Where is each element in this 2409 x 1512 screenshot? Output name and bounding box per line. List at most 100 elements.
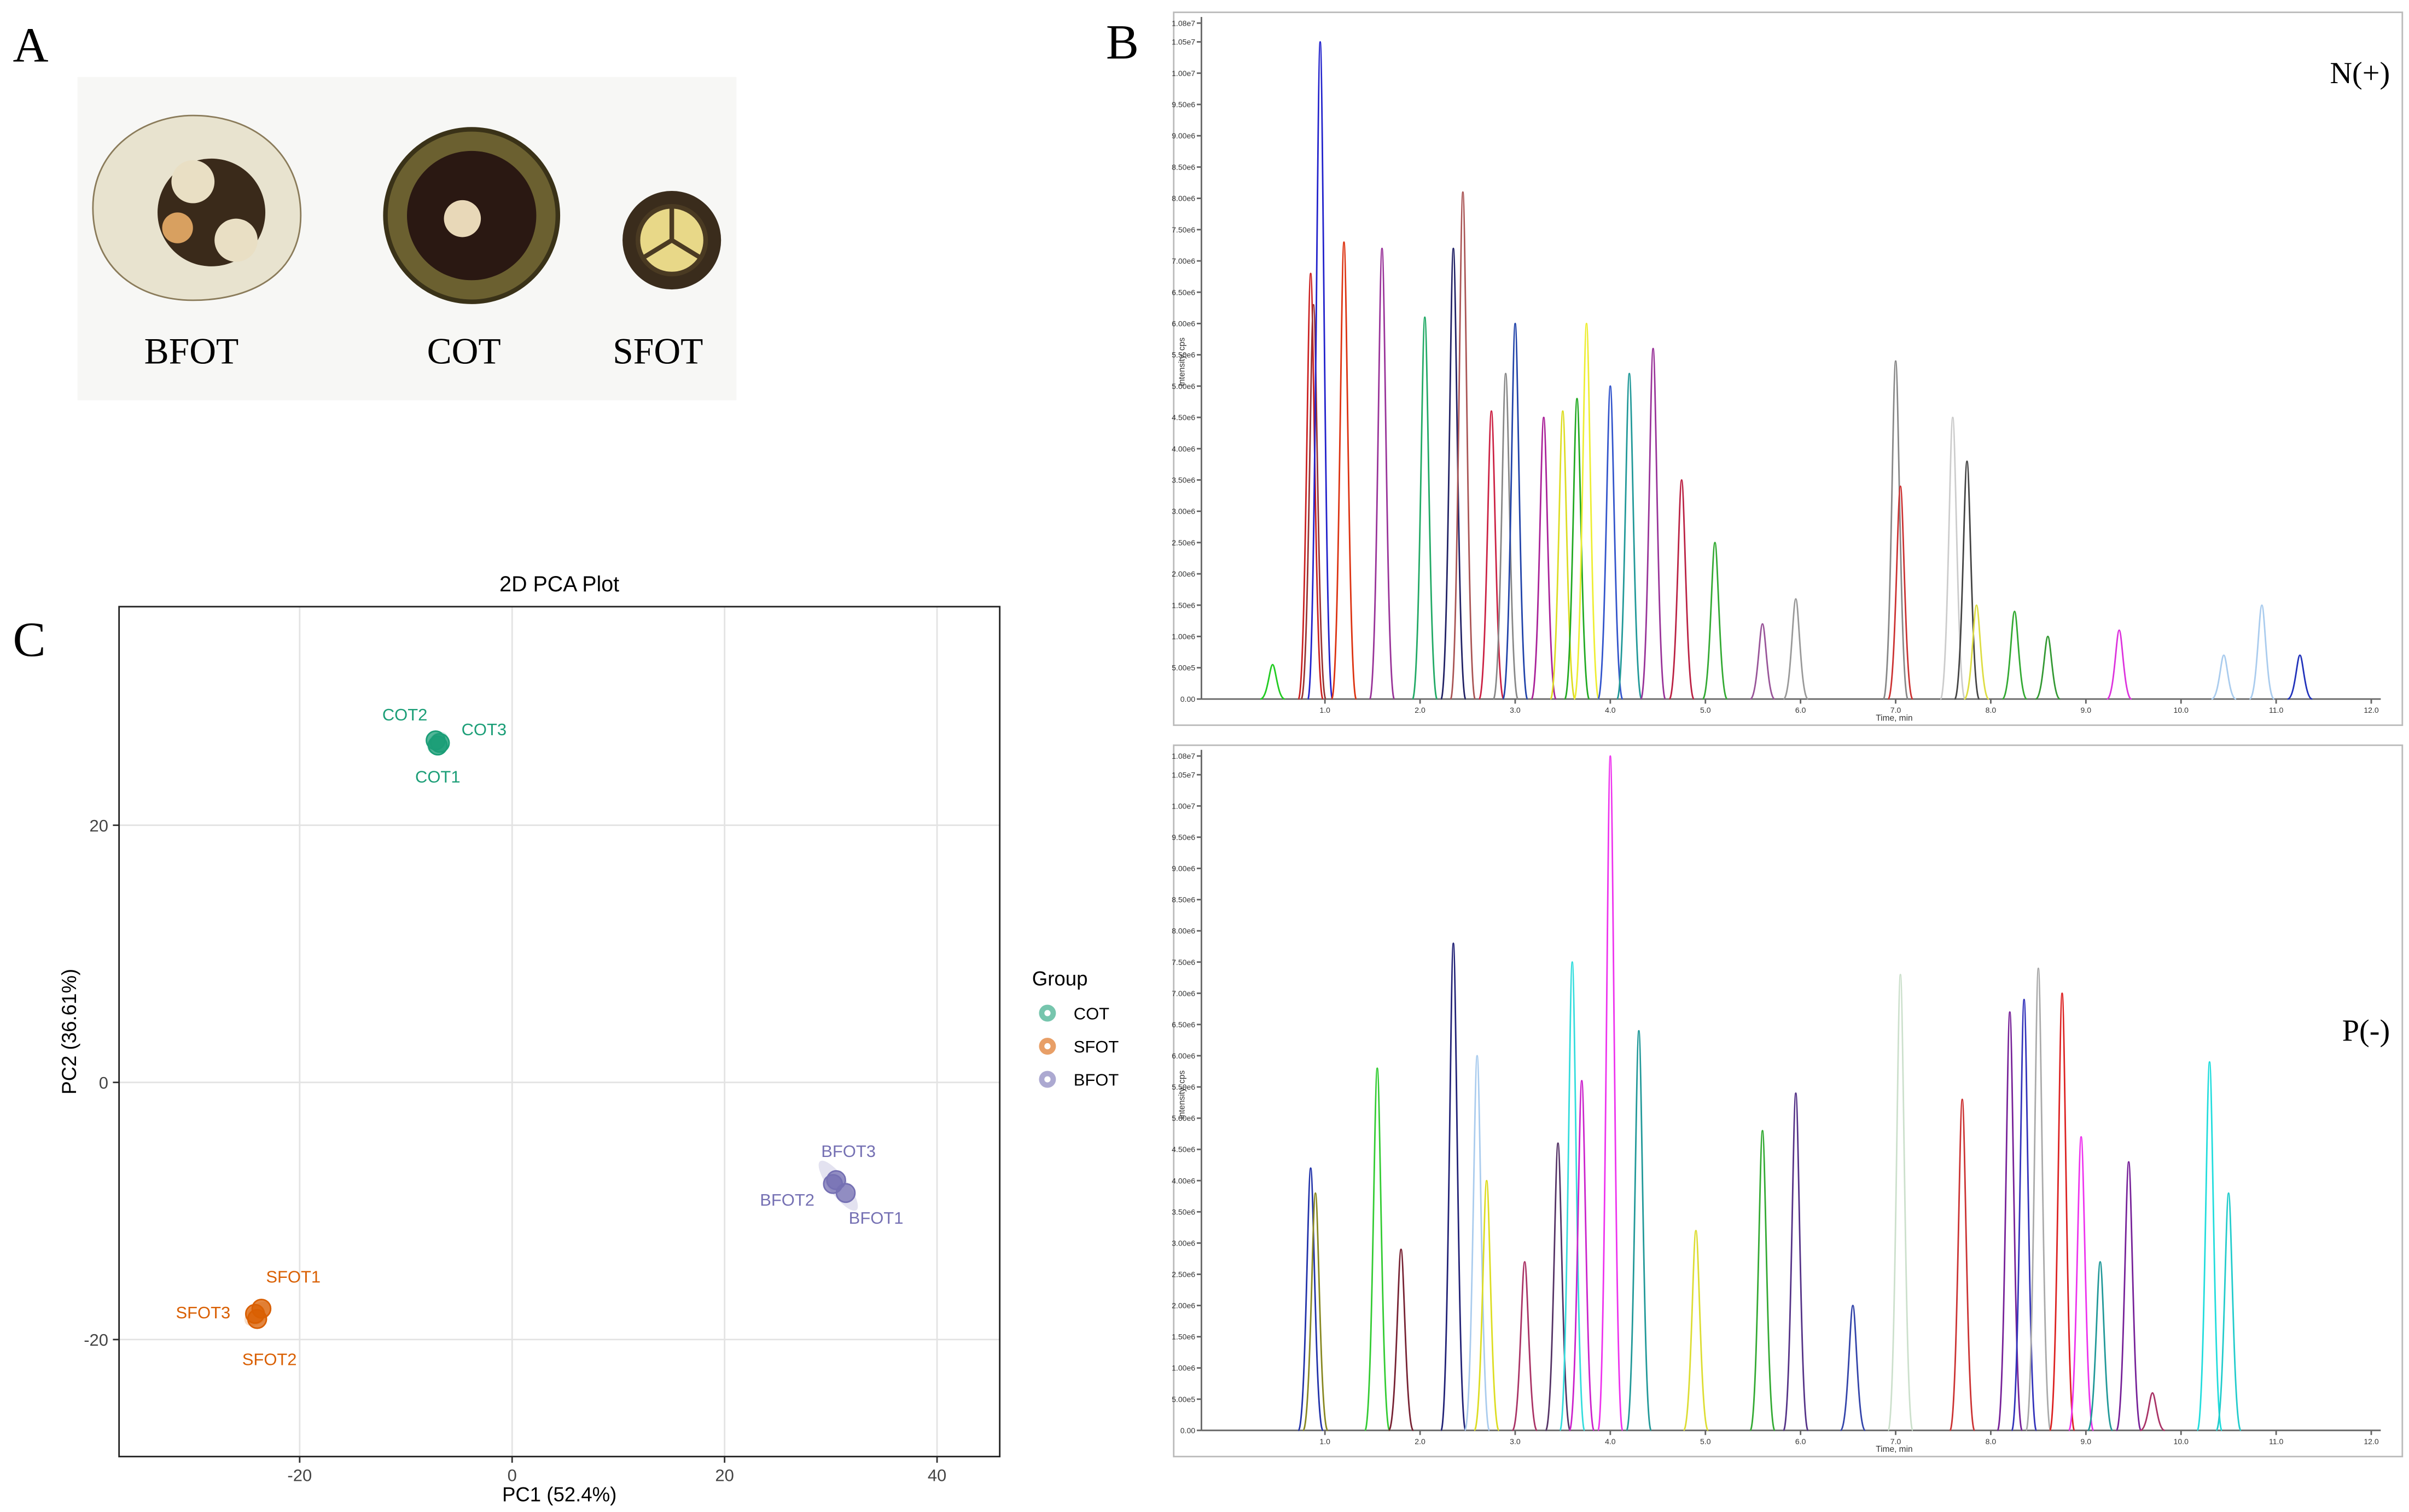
x-axis-label: Time, min (1876, 713, 1912, 723)
y-tick-label: 7.50e6 (1172, 958, 1195, 967)
y-tick-label: 3.00e6 (1172, 507, 1195, 516)
y-tick-label: 2.00e6 (1172, 1301, 1195, 1310)
legend-title: Group (1032, 967, 1088, 990)
x-axis-label: PC1 (52.4%) (502, 1483, 616, 1505)
peak (1450, 191, 1476, 700)
photo-label: BFOT (144, 330, 239, 371)
peak (2115, 1161, 2142, 1432)
peak (1502, 322, 1528, 700)
peak (1749, 1130, 1776, 1432)
x-tick-label: 10.0 (2174, 706, 2189, 714)
peak (2049, 992, 2075, 1432)
peak (1302, 1192, 1329, 1432)
photo-label: COT (427, 330, 501, 371)
x-tick-label: 10.0 (2174, 1437, 2189, 1446)
y-tick-label: 8.50e6 (1172, 895, 1195, 904)
y-tick-label: 0.00 (1180, 1426, 1196, 1435)
peak (1783, 598, 1809, 700)
peak (2287, 654, 2313, 700)
x-tick-label: 6.0 (1795, 1437, 1806, 1446)
x-tick-label: 12.0 (2364, 1437, 2379, 1446)
peak (1550, 410, 1576, 700)
y-tick-label: 7.50e6 (1172, 225, 1195, 234)
seed (162, 212, 193, 243)
panel-letter: A (13, 19, 48, 73)
y-tick-label: 1.00e7 (1172, 69, 1195, 78)
y-tick-label: 1.00e7 (1172, 801, 1195, 810)
peak (1531, 416, 1557, 700)
annotation: N(+) (2330, 56, 2390, 90)
y-tick-label: 1.05e7 (1172, 770, 1195, 779)
peak (1963, 604, 1990, 700)
x-tick-label: 7.0 (1890, 1437, 1901, 1446)
y-tick-label: 4.00e6 (1172, 444, 1195, 453)
y-tick-label: 1.08e7 (1172, 752, 1195, 760)
panel-letter: C (13, 613, 45, 667)
peak (2139, 1392, 2166, 1432)
y-tick-label: 2.50e6 (1172, 1270, 1195, 1279)
y-tick-label: 5.00e5 (1172, 1395, 1195, 1404)
peak (2215, 1192, 2242, 1432)
y-tick-label: 1.50e6 (1172, 1333, 1195, 1341)
y-tick-label: 8.50e6 (1172, 162, 1195, 171)
y-tick-label: 6.50e6 (1172, 288, 1195, 296)
y-tick-label: 1.08e7 (1172, 19, 1195, 27)
point (429, 732, 450, 753)
y-tick-label: 2.00e6 (1172, 569, 1195, 578)
x-tick-label: 20 (715, 1466, 734, 1485)
x-axis-label: Time, min (1876, 1445, 1912, 1454)
peak (1464, 1055, 1491, 1432)
peak (1307, 41, 1334, 700)
y-tick-label: 4.50e6 (1172, 413, 1195, 422)
peak (2068, 1136, 2094, 1432)
peak (1492, 373, 1519, 700)
peak (1440, 943, 1467, 1432)
y-tick-label: 3.50e6 (1172, 475, 1195, 484)
y-tick-label: 0 (99, 1073, 108, 1092)
legend-label: BFOT (1074, 1070, 1119, 1089)
peak (2249, 604, 2275, 700)
peak (1939, 416, 1966, 700)
point-label: COT3 (462, 720, 507, 739)
y-axis-label: Intensity, cps (1177, 1070, 1186, 1119)
peak (1954, 460, 1980, 700)
peak (2106, 629, 2132, 700)
x-tick-label: 8.0 (1986, 706, 1997, 714)
peak (1411, 316, 1438, 700)
y-tick-label: 9.50e6 (1172, 100, 1195, 109)
x-tick-label: 5.0 (1700, 706, 1711, 714)
peak (1626, 1030, 1652, 1432)
y-axis-label: Intensity, cps (1177, 338, 1186, 386)
peak (1568, 1080, 1595, 1432)
y-tick-label: 7.00e6 (1172, 989, 1195, 998)
x-tick-label: 3.0 (1510, 1437, 1521, 1446)
y-tick-label: 2.50e6 (1172, 538, 1195, 547)
x-tick-label: 9.0 (2081, 1437, 2092, 1446)
point (245, 1304, 265, 1324)
x-tick-label: 1.0 (1319, 706, 1330, 714)
x-tick-label: 7.0 (1890, 706, 1901, 714)
x-tick-label: 40 (928, 1466, 946, 1485)
peak (1559, 961, 1586, 1432)
peak (1297, 272, 1324, 700)
peak (1597, 755, 1624, 1432)
peak (1564, 398, 1590, 700)
peak (2196, 1061, 2223, 1432)
peak (1640, 347, 1666, 700)
point-label: SFOT3 (176, 1303, 230, 1322)
x-tick-label: 9.0 (2081, 706, 2092, 714)
y-tick-label: 1.50e6 (1172, 601, 1195, 609)
x-tick-label: 4.0 (1605, 706, 1616, 714)
y-tick-label: 3.50e6 (1172, 1207, 1195, 1216)
y-tick-label: 9.50e6 (1172, 833, 1195, 841)
y-tick-label: 0.00 (1180, 695, 1196, 703)
peak (1887, 485, 1914, 700)
peak (1882, 360, 1909, 700)
chart-frame (1173, 11, 2404, 726)
peak (1440, 247, 1467, 700)
photo-label: SFOT (613, 330, 703, 371)
peak (1887, 974, 1914, 1432)
peak (1949, 1098, 1976, 1432)
x-tick-label: 2.0 (1415, 1437, 1425, 1446)
